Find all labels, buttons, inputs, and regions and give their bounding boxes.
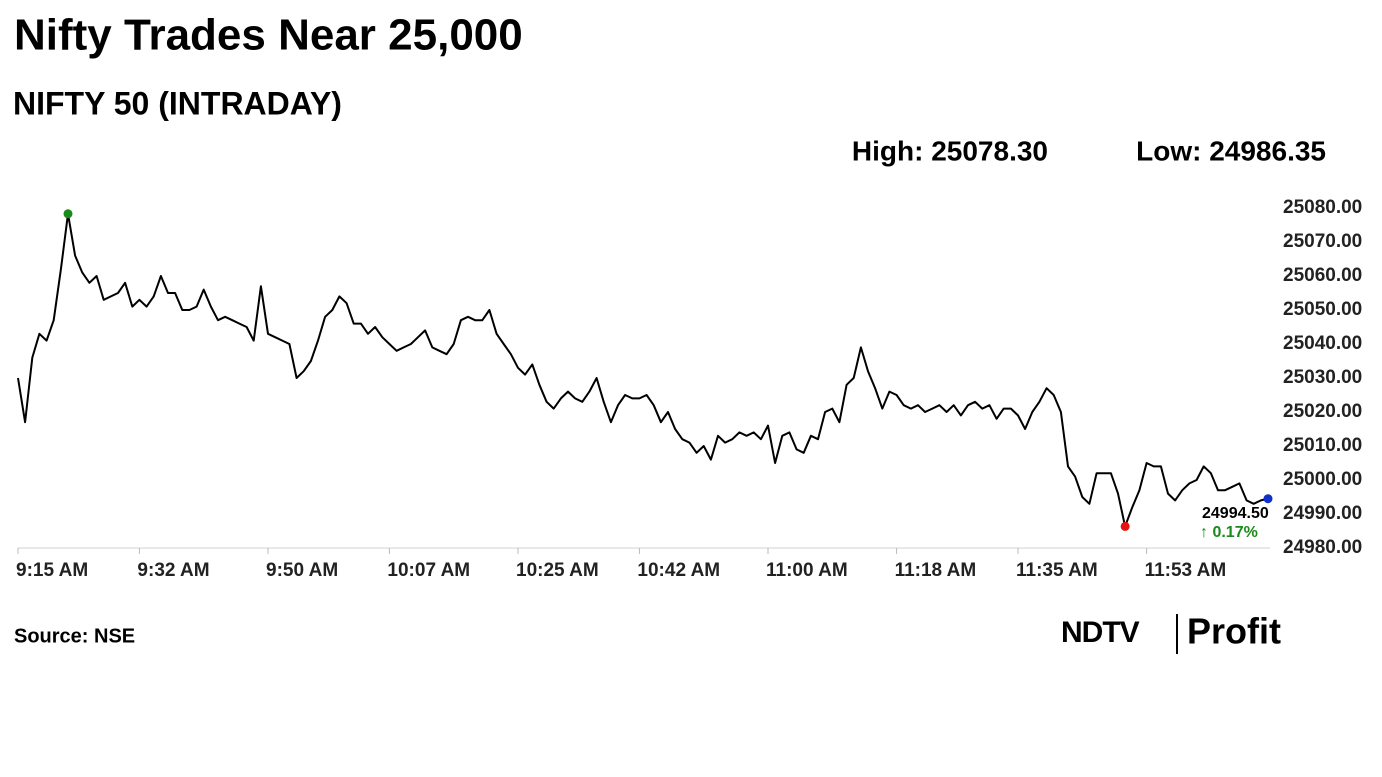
chart-title: Nifty Trades Near 25,000 [14,11,523,60]
x-tick-label: 10:07 AM [387,560,470,581]
low-label: Low: 24986.35 [1136,135,1326,166]
chart-subtitle: NIFTY 50 (INTRADAY) [13,85,342,121]
x-tick-label: 10:25 AM [516,560,599,581]
y-tick-label: 24990.00 [1283,503,1362,524]
brand-name: NDTV [1061,616,1140,649]
low-marker [1120,521,1130,531]
x-tick-label: 11:35 AM [1016,560,1098,581]
y-tick-label: 25000.00 [1283,469,1362,490]
x-tick-label: 10:42 AM [637,560,720,581]
x-tick-label: 9:50 AM [266,560,338,581]
price-line [17,212,1269,528]
high-label: High: 25078.30 [852,135,1048,166]
y-tick-label: 25040.00 [1283,333,1362,354]
y-tick-label: 25020.00 [1283,401,1362,422]
high-marker [63,209,73,219]
x-tick-label: 9:15 AM [16,560,88,581]
source: Source: NSE [14,625,135,647]
change-label: ↑ 0.17% [1200,524,1258,541]
y-tick-label: 25030.00 [1283,367,1362,388]
last-value-label: 24994.50 [1202,505,1269,522]
x-tick-label: 11:18 AM [895,560,977,581]
y-tick-label: 25010.00 [1283,435,1362,456]
x-tick-label: 9:32 AM [137,560,209,581]
y-tick-label: 25070.00 [1283,231,1362,252]
y-tick-label: 25080.00 [1283,197,1362,218]
y-tick-label: 25060.00 [1283,265,1362,286]
y-tick-label: 24980.00 [1283,537,1362,558]
brand-logo: NDTV Profit [1061,611,1281,654]
x-tick-label: 11:53 AM [1145,560,1227,581]
y-tick-label: 25050.00 [1283,299,1362,320]
brand-product: Profit [1187,611,1281,652]
last-marker [1263,494,1273,504]
x-tick-label: 11:00 AM [766,560,848,581]
